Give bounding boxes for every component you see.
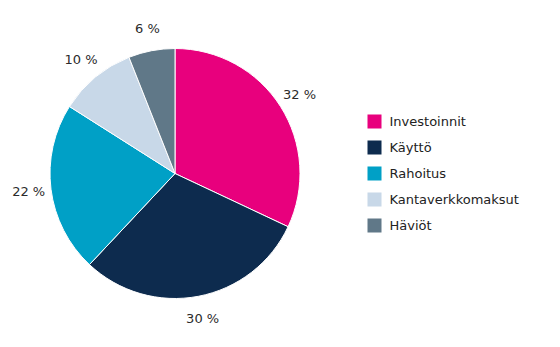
legend-swatch: [368, 141, 382, 155]
legend: Investoinnit Käyttö Rahoitus Kantaverkkomak…: [368, 114, 519, 233]
legend-swatch: [368, 115, 382, 129]
legend-label: Häviöt: [390, 218, 432, 233]
legend-label: Rahoitus: [390, 166, 447, 181]
data-labels: 32 % 30 % 22 % 10 % 6 %: [12, 21, 316, 326]
legend-item: Käyttö: [368, 140, 432, 155]
legend-item: Häviöt: [368, 218, 432, 233]
chart: 32 % 30 % 22 % 10 % 6 % Investoinnit Käyttö Rah…: [0, 0, 560, 347]
pie-slice: [129, 49, 175, 174]
data-label: 30 %: [186, 311, 219, 326]
legend-swatch: [368, 167, 382, 181]
legend-label: Käyttö: [390, 140, 432, 155]
legend-item: Kantaverkkomaksut: [368, 192, 519, 207]
pie: [50, 49, 300, 299]
legend-label: Investoinnit: [390, 114, 466, 129]
legend-label: Kantaverkkomaksut: [390, 192, 519, 207]
legend-item: Rahoitus: [368, 166, 447, 181]
legend-item: Investoinnit: [368, 114, 466, 129]
legend-swatch: [368, 193, 382, 207]
legend-swatch: [368, 219, 382, 233]
data-label: 6 %: [135, 21, 160, 36]
data-label: 22 %: [12, 184, 45, 199]
data-label: 32 %: [283, 87, 316, 102]
data-label: 10 %: [64, 52, 97, 67]
